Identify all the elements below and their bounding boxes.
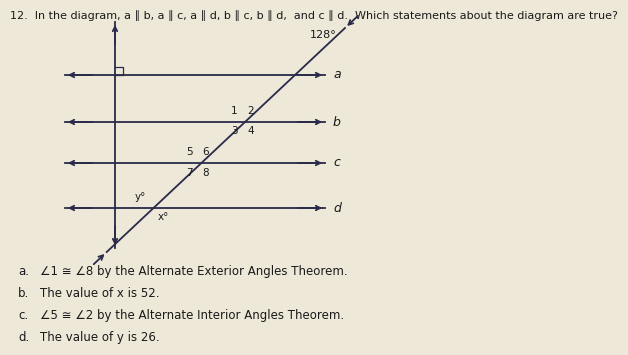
Text: x°: x° xyxy=(158,213,169,223)
Text: c.: c. xyxy=(18,309,28,322)
Text: 2: 2 xyxy=(247,106,254,116)
Text: The value of y is 26.: The value of y is 26. xyxy=(40,331,160,344)
Text: 8: 8 xyxy=(203,168,209,178)
Text: y°: y° xyxy=(134,192,146,202)
Text: 3: 3 xyxy=(231,126,238,137)
Text: ∠1 ≅ ∠8 by the Alternate Exterior Angles Theorem.: ∠1 ≅ ∠8 by the Alternate Exterior Angles… xyxy=(40,265,348,278)
Text: 128°: 128° xyxy=(310,30,337,40)
Text: b.: b. xyxy=(18,287,30,300)
Text: b: b xyxy=(333,115,341,129)
Text: ∠5 ≅ ∠2 by the Alternate Interior Angles Theorem.: ∠5 ≅ ∠2 by the Alternate Interior Angles… xyxy=(40,309,344,322)
Text: a: a xyxy=(333,69,340,82)
Text: c: c xyxy=(333,157,340,169)
Text: 4: 4 xyxy=(247,126,254,137)
Text: d: d xyxy=(333,202,341,214)
Text: 5: 5 xyxy=(186,147,193,157)
Text: d.: d. xyxy=(18,331,30,344)
Text: a.: a. xyxy=(18,265,29,278)
Text: 6: 6 xyxy=(203,147,209,157)
Text: The value of x is 52.: The value of x is 52. xyxy=(40,287,160,300)
Text: 1: 1 xyxy=(231,106,238,116)
Text: 7: 7 xyxy=(186,168,193,178)
Text: 12.  In the diagram, a ∥ b, a ∥ c, a ∥ d, b ∥ c, b ∥ d,  and c ∥ d.  Which state: 12. In the diagram, a ∥ b, a ∥ c, a ∥ d,… xyxy=(10,10,618,21)
